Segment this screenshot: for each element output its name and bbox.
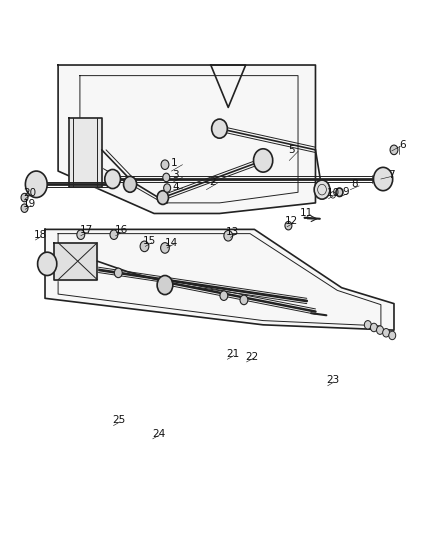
Text: 25: 25 [112,415,126,425]
Text: 9: 9 [342,187,349,197]
Polygon shape [53,243,97,280]
Circle shape [114,268,122,278]
Circle shape [21,204,28,213]
Circle shape [240,295,247,305]
Circle shape [25,171,47,198]
Circle shape [364,320,371,329]
Circle shape [370,323,377,332]
Text: 10: 10 [325,188,339,198]
Circle shape [223,230,232,241]
Circle shape [161,160,169,169]
Text: 1: 1 [170,158,177,168]
Circle shape [105,169,120,189]
Text: 15: 15 [143,236,156,246]
Circle shape [77,230,85,239]
Text: 21: 21 [226,349,239,359]
Text: 13: 13 [226,227,239,237]
Text: 23: 23 [325,375,339,385]
Text: 22: 22 [245,352,258,361]
Text: 6: 6 [399,140,405,150]
Circle shape [253,149,272,172]
Text: 5: 5 [287,145,294,155]
Text: 4: 4 [172,182,179,192]
Circle shape [389,145,397,155]
Text: 8: 8 [350,179,357,189]
Circle shape [162,173,170,182]
Text: 2: 2 [209,176,216,187]
Text: 16: 16 [114,225,128,236]
Circle shape [314,180,329,199]
Text: 14: 14 [165,238,178,248]
Text: 3: 3 [172,171,179,180]
Circle shape [110,230,117,239]
Text: 12: 12 [284,216,297,227]
Text: 20: 20 [23,188,36,198]
Polygon shape [58,65,315,214]
Circle shape [335,188,342,197]
Circle shape [373,167,392,191]
Circle shape [388,331,395,340]
Circle shape [211,119,227,138]
Circle shape [163,184,170,192]
Circle shape [376,326,383,334]
Circle shape [38,252,57,276]
Circle shape [160,243,169,253]
Circle shape [219,291,227,301]
Circle shape [157,191,168,205]
Text: 19: 19 [23,199,36,209]
Circle shape [284,221,291,230]
Text: 17: 17 [80,225,93,236]
Circle shape [157,276,173,295]
Polygon shape [69,118,102,187]
Text: 18: 18 [34,230,47,240]
Text: 24: 24 [152,429,165,439]
Text: 11: 11 [300,208,313,219]
Circle shape [123,176,136,192]
Circle shape [382,328,389,337]
Circle shape [21,193,28,202]
Text: 7: 7 [388,171,394,180]
Circle shape [140,241,148,252]
Polygon shape [45,229,393,330]
